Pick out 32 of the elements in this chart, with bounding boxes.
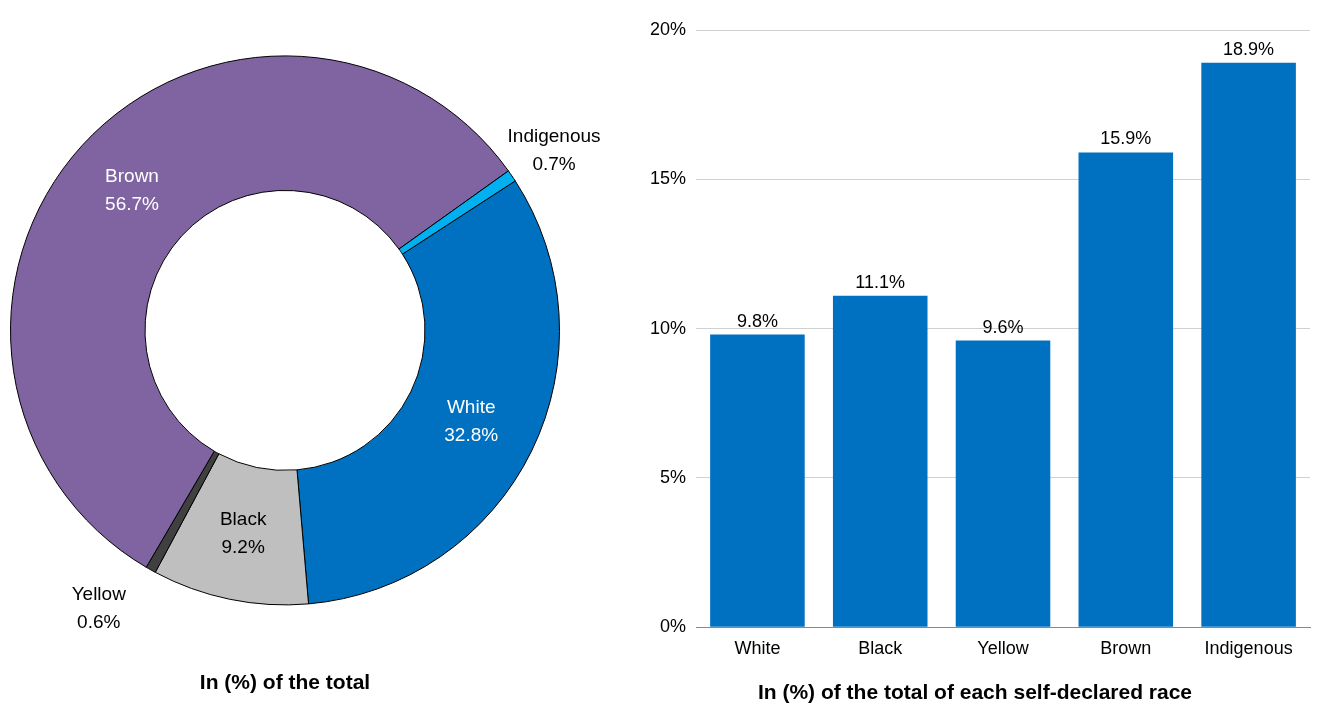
bar (955, 340, 1051, 627)
slice-label: Yellow (71, 583, 127, 605)
bar (710, 334, 805, 627)
y-tick-label: 0% (660, 616, 687, 637)
slice-label: Black (219, 507, 267, 529)
y-tick-label: 5% (660, 466, 687, 487)
data-label: 11.1% (855, 271, 906, 292)
data-label: 18.9% (1223, 38, 1275, 59)
bar (1078, 152, 1174, 627)
data-label: 0.6% (77, 611, 121, 633)
data-label: 15.9% (1100, 128, 1152, 149)
text: In (%) of the total (199, 670, 371, 694)
data-label: 9.2% (221, 535, 265, 557)
y-tick-label: 20% (650, 18, 687, 39)
y-tick-label: 10% (650, 317, 687, 338)
data-label: 9.8% (736, 310, 778, 331)
slice-label: White (446, 395, 496, 417)
x-tick-label: Indigenous (1204, 637, 1293, 658)
x-tick-label: Yellow (977, 637, 1030, 658)
data-label: 32.8% (444, 423, 499, 445)
y-tick-label: 15% (650, 168, 687, 189)
x-tick-label: Black (858, 637, 904, 658)
text: In (%) of the total of each self-declared race (757, 680, 1193, 704)
data-label: 56.7% (105, 192, 160, 214)
slice-label: Brown (105, 164, 159, 186)
x-tick-label: Brown (1100, 637, 1152, 658)
data-label: 0.7% (532, 152, 576, 174)
slice-label: Indigenous (507, 124, 601, 146)
data-label: 9.6% (982, 316, 1024, 337)
bar (1201, 62, 1296, 627)
bar (832, 295, 928, 627)
x-tick-label: White (734, 637, 781, 658)
